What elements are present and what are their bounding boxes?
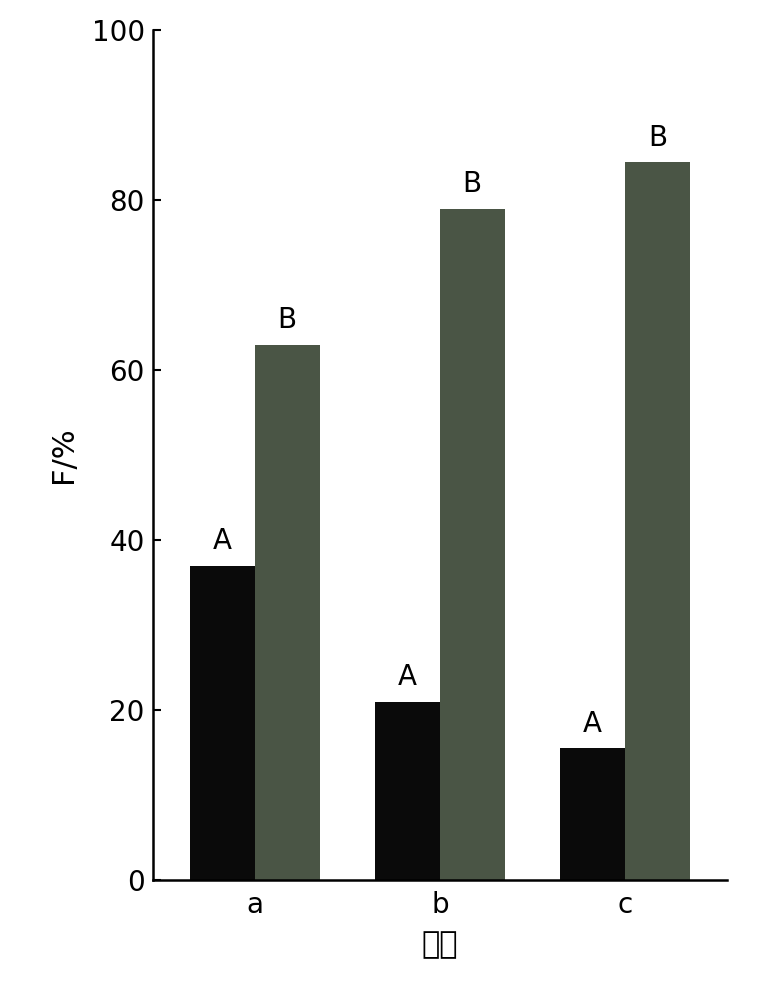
X-axis label: 电压: 电压 <box>422 930 458 959</box>
Bar <box>375 702 440 880</box>
Text: B: B <box>648 124 667 152</box>
Text: B: B <box>278 306 297 334</box>
Text: A: A <box>213 527 232 555</box>
Y-axis label: F/%: F/% <box>49 427 78 483</box>
Text: A: A <box>583 710 602 738</box>
Bar <box>190 566 255 880</box>
Bar <box>255 344 320 880</box>
Bar <box>560 748 625 880</box>
Bar <box>625 162 690 880</box>
Bar <box>440 209 505 880</box>
Text: A: A <box>398 663 417 691</box>
Text: B: B <box>463 170 482 198</box>
